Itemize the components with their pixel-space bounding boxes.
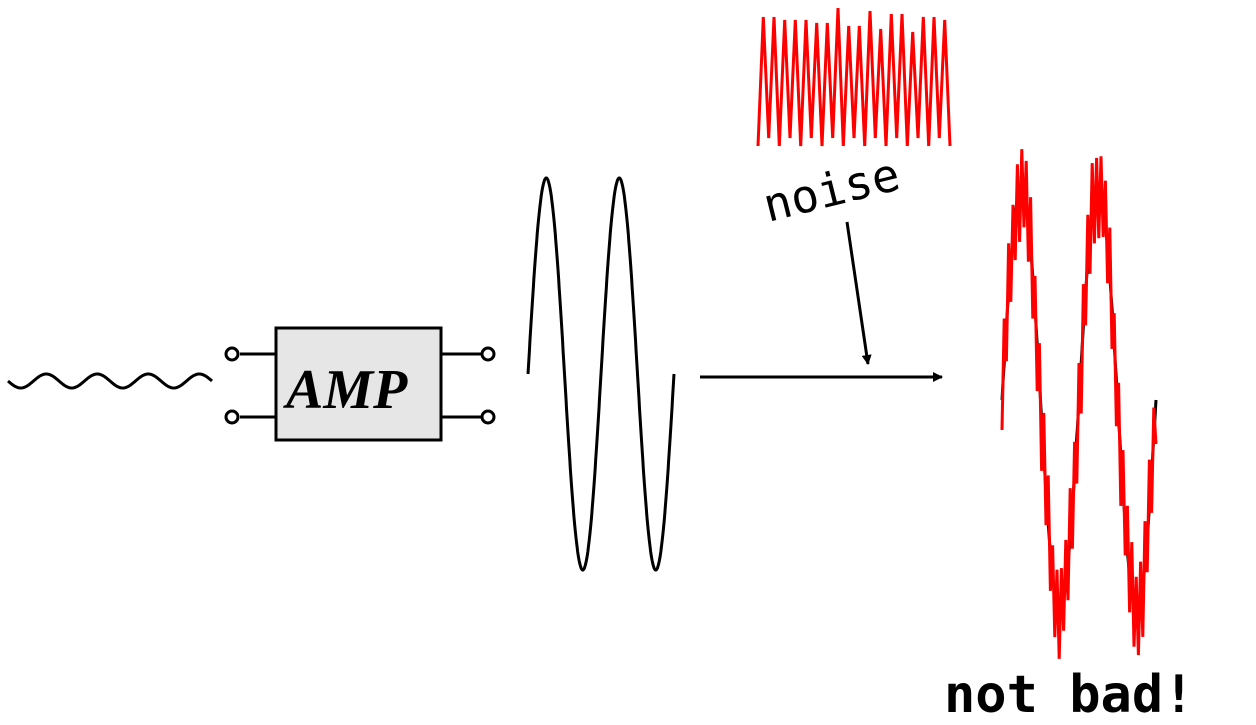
output-terminal-top bbox=[480, 346, 496, 362]
output-terminal-bottom bbox=[480, 409, 496, 425]
verdict-label: not bad! bbox=[944, 665, 1194, 725]
input-terminal-bottom bbox=[224, 409, 240, 425]
noise-label: noise bbox=[758, 147, 905, 233]
noise-pointer-arrow bbox=[845, 221, 872, 365]
input-terminal-top bbox=[224, 346, 240, 362]
result-noisy-wave bbox=[1000, 149, 1158, 659]
amplifier-box bbox=[274, 326, 443, 442]
amplified-signal-wave bbox=[526, 176, 676, 572]
amplifier-block: AMP bbox=[224, 326, 496, 442]
amplifier-label: AMP bbox=[283, 359, 408, 421]
input-signal-wave bbox=[6, 372, 214, 390]
noise-burst-wave bbox=[756, 7, 952, 147]
